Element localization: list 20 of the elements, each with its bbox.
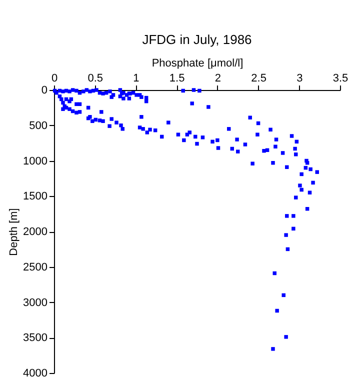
y-axis-title: Depth [m] <box>8 208 20 256</box>
x-tick-label: 0 <box>51 72 58 84</box>
y-tick-label: 0 <box>41 84 48 96</box>
y-tick-label: 2500 <box>23 261 48 274</box>
y-tick-label: 1000 <box>23 155 48 168</box>
x-tick-label: 3 <box>296 72 303 84</box>
y-tick-label: 4000 <box>23 368 48 380</box>
y-tick-label: 3000 <box>23 296 48 309</box>
y-tick-label: 500 <box>29 120 48 132</box>
chart-title: JFDG in July, 1986 <box>142 32 252 47</box>
x-tick-label: 3.5 <box>332 72 348 84</box>
x-axis-title: Phosphate [μmol/l] <box>152 58 244 70</box>
x-tick-label: 1 <box>133 72 140 84</box>
x-tick-label: 2 <box>214 72 221 84</box>
y-tick-label: 1500 <box>23 190 48 203</box>
y-tick-label: 2000 <box>23 226 48 238</box>
y-tick-label: 3500 <box>23 332 48 344</box>
x-tick-label: 2.5 <box>251 72 266 84</box>
x-tick-label: 0.5 <box>88 72 104 84</box>
x-tick-label: 1.5 <box>169 72 185 84</box>
